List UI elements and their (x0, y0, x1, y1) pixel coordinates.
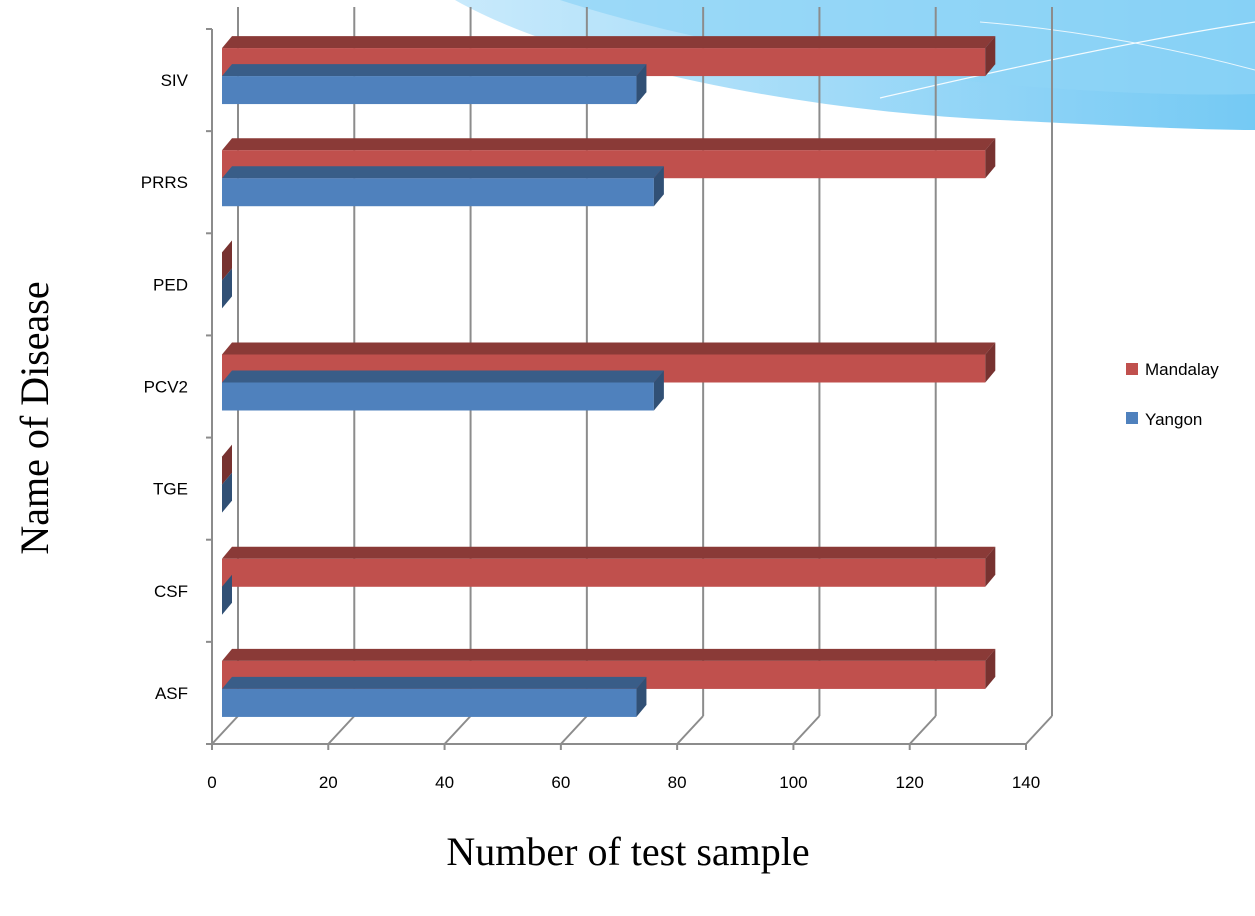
floor-line-7 (1025, 715, 1053, 745)
bar-asf-yangon-side (636, 676, 647, 717)
y-axis-title: Name of Disease (12, 281, 57, 554)
bar-pcv2-yangon-front (222, 382, 654, 411)
legend-label-mandalay: Mandalay (1145, 360, 1219, 379)
bar-pcv2-yangon-side (653, 370, 664, 411)
bars (222, 36, 996, 717)
x-tick-label-0: 0 (207, 773, 216, 792)
y-tick-label-siv: SIV (161, 71, 189, 90)
x-tick-label-5: 100 (779, 773, 807, 792)
legend: Mandalay Yangon (1126, 360, 1219, 429)
y-tick-label-tge: TGE (153, 480, 188, 499)
bar-siv-yangon-side (636, 64, 647, 105)
bar-tge-yangon-side (222, 472, 232, 513)
bar-siv-mandalay-top (222, 36, 996, 49)
bar-prrs-yangon-side (653, 166, 664, 207)
bar-prrs-yangon (222, 166, 664, 207)
bar-prrs-mandalay-top (222, 138, 996, 151)
floor-line-2 (443, 715, 472, 745)
floor-line-4 (676, 715, 704, 745)
y-tick-label-asf: ASF (155, 684, 188, 703)
floor-line-1 (327, 715, 356, 745)
tick-labels: 0 20 40 60 80 100 120 140 ASF CSF TGE PCV2 PED PRRS SI… (141, 71, 1040, 792)
bar-pcv2-yangon-top (222, 370, 664, 383)
bar-siv-yangon-top (222, 64, 647, 77)
x-tick-label-6: 120 (896, 773, 924, 792)
bar-prrs-yangon-front (222, 178, 654, 207)
bar-prrs-yangon-top (222, 166, 664, 179)
floor-line-5 (792, 715, 821, 745)
bar-asf-mandalay-top (222, 648, 996, 661)
bar-csf-yangon-side (222, 574, 232, 615)
legend-label-yangon: Yangon (1145, 410, 1202, 429)
x-tick-label-3: 60 (551, 773, 570, 792)
bar-ped-mandalay-side (222, 240, 232, 281)
bar-pcv2-mandalay-top (222, 342, 996, 355)
floor-line-6 (908, 715, 937, 745)
floor-line-3 (560, 715, 588, 745)
y-tick-label-ped: PED (153, 275, 188, 294)
bar-siv-mandalay-side (985, 36, 996, 77)
y-tick-label-prrs: PRRS (141, 173, 188, 192)
bar-ped-yangon-side (222, 268, 232, 309)
bar-tge-mandalay-side (222, 444, 232, 485)
bar-asf-mandalay-side (985, 648, 996, 689)
bar-csf-mandalay-side (985, 546, 996, 587)
bar-pcv2-yangon (222, 370, 664, 411)
y-tick-label-csf: CSF (154, 582, 188, 601)
legend-swatch-mandalay (1126, 363, 1138, 375)
floor-line-0 (211, 715, 239, 745)
bar-siv-yangon (222, 64, 647, 105)
bar-prrs-mandalay-side (985, 138, 996, 179)
y-tick-label-pcv2: PCV2 (144, 378, 188, 397)
bar-ped-mandalay (222, 240, 232, 281)
axes (206, 28, 1027, 750)
x-tick-label-1: 20 (319, 773, 338, 792)
x-tick-label-2: 40 (435, 773, 454, 792)
bar-asf-yangon-top (222, 676, 647, 689)
bar-asf-yangon (222, 676, 647, 717)
bar-siv-yangon-front (222, 76, 637, 105)
bar-tge-yangon (222, 472, 232, 513)
bar-csf-yangon (222, 574, 232, 615)
bar-csf-mandalay-front (222, 558, 986, 587)
bar-asf-yangon-front (222, 688, 637, 717)
x-axis-title: Number of test sample (446, 829, 809, 874)
bar-pcv2-mandalay-side (985, 342, 996, 383)
x-tick-label-4: 80 (668, 773, 687, 792)
bar-csf-mandalay (222, 546, 996, 587)
bar-csf-mandalay-top (222, 546, 996, 559)
bar-tge-mandalay (222, 444, 232, 485)
legend-swatch-yangon (1126, 412, 1138, 424)
x-tick-label-7: 140 (1012, 773, 1040, 792)
bar-ped-yangon (222, 268, 232, 309)
